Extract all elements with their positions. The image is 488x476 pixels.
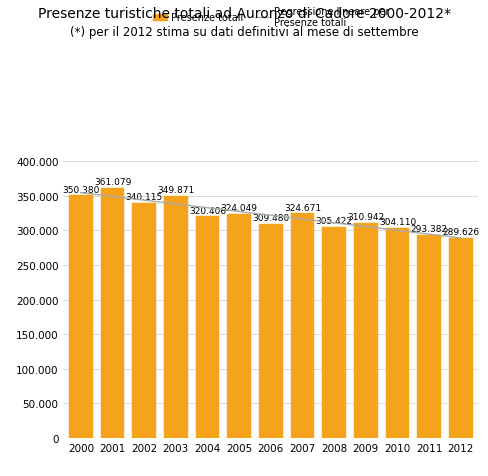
Bar: [354, 223, 378, 438]
Text: 340.115: 340.115: [125, 192, 163, 201]
Bar: [196, 217, 220, 438]
Bar: [449, 238, 473, 438]
Text: 361.079: 361.079: [94, 178, 131, 187]
Text: 324.049: 324.049: [221, 204, 258, 213]
Text: 324.671: 324.671: [284, 203, 321, 212]
Text: 310.942: 310.942: [347, 213, 385, 222]
Bar: [132, 203, 156, 438]
Text: Presenze turistiche totali ad Auronzo di Cadore 2000-2012*: Presenze turistiche totali ad Auronzo di…: [38, 7, 450, 21]
Legend: Presenze totali, Regressione lineare per
Presenze totali: Presenze totali, Regressione lineare per…: [153, 7, 389, 28]
Text: 305.422: 305.422: [316, 217, 353, 226]
Bar: [69, 196, 93, 438]
Bar: [164, 197, 188, 438]
Text: 309.480: 309.480: [252, 214, 289, 223]
Text: 349.871: 349.871: [157, 186, 195, 195]
Bar: [386, 228, 409, 438]
Bar: [417, 236, 441, 438]
Bar: [259, 224, 283, 438]
Text: 304.110: 304.110: [379, 218, 416, 226]
Text: 320.406: 320.406: [189, 206, 226, 215]
Text: 293.382: 293.382: [410, 225, 447, 234]
Bar: [291, 214, 314, 438]
Bar: [227, 214, 251, 438]
Text: 350.380: 350.380: [62, 185, 100, 194]
Text: (*) per il 2012 stima su dati definitivi al mese di settembre: (*) per il 2012 stima su dati definitivi…: [70, 26, 418, 39]
Bar: [322, 227, 346, 438]
Text: 289.626: 289.626: [442, 228, 479, 236]
Bar: [101, 188, 124, 438]
